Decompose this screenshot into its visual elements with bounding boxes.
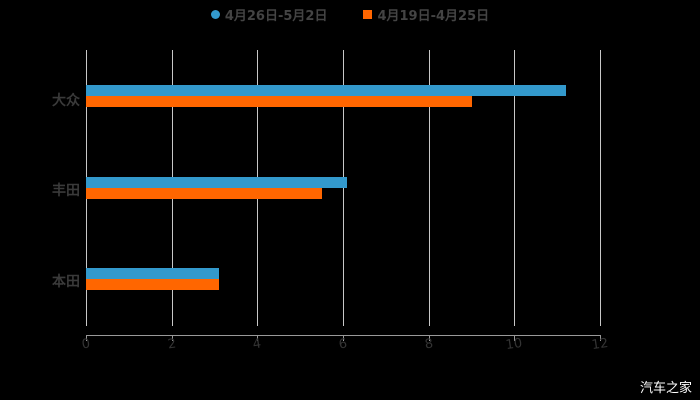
bar[interactable] [86,268,219,279]
gridline [600,50,601,326]
axis-tick-label: 0 [80,336,92,353]
bar[interactable] [86,96,472,107]
watermark: 汽车之家 [639,381,692,396]
square-marker-icon [363,9,373,19]
category-label: 本田 [52,274,80,290]
legend-label: 4月19日-4月25日 [377,8,490,24]
axis-tick-label: 4 [251,336,263,353]
axis-tick [429,335,430,341]
bar[interactable] [86,188,322,199]
gridline [343,50,344,326]
category-label: 大众 [52,93,80,109]
axis-tick-label: 8 [423,336,435,353]
axis-tick [514,335,515,341]
axis-tick [343,335,344,341]
gridline [429,50,430,326]
axis-tick [86,335,87,341]
axis-tick [257,335,258,341]
axis-tick [600,335,601,341]
category-label: 丰田 [52,183,80,199]
x-axis [86,335,600,336]
legend-label: 4月26日-5月2日 [224,8,328,24]
bar[interactable] [86,279,219,290]
axis-tick-label: 6 [337,336,349,353]
circle-marker-icon [210,9,220,19]
axis-tick-label: 2 [166,336,178,353]
legend-item-series1[interactable]: 4月26日-5月2日 [210,5,328,24]
bar[interactable] [86,85,566,96]
legend: 4月26日-5月2日 4月19日-4月25日 [0,5,700,24]
axis-tick-label: 10 [504,335,524,354]
legend-item-series2[interactable]: 4月19日-4月25日 [363,5,490,24]
axis-tick-label: 12 [590,335,610,354]
bar[interactable] [86,177,347,188]
axis-tick [172,335,173,341]
gridline [514,50,515,326]
